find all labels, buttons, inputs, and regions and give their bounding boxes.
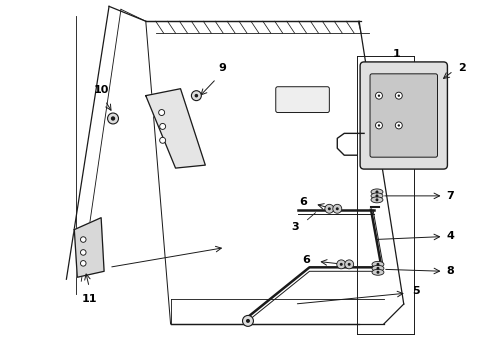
Text: 6: 6 <box>303 255 311 265</box>
Circle shape <box>337 260 346 269</box>
Circle shape <box>375 122 382 129</box>
Circle shape <box>111 116 115 121</box>
Ellipse shape <box>372 269 384 275</box>
Ellipse shape <box>372 265 384 271</box>
Circle shape <box>108 113 119 124</box>
Ellipse shape <box>372 261 384 267</box>
Circle shape <box>80 261 86 266</box>
Circle shape <box>375 190 378 193</box>
Text: 4: 4 <box>446 230 454 240</box>
Text: 9: 9 <box>218 63 226 73</box>
Circle shape <box>397 124 400 127</box>
Circle shape <box>376 271 379 274</box>
Circle shape <box>397 94 400 97</box>
Ellipse shape <box>371 193 383 199</box>
Circle shape <box>243 315 253 327</box>
Circle shape <box>246 319 250 323</box>
Text: 2: 2 <box>458 63 466 73</box>
Circle shape <box>336 207 339 210</box>
Circle shape <box>348 263 351 266</box>
Text: 1: 1 <box>393 49 401 59</box>
Circle shape <box>340 263 343 266</box>
Circle shape <box>159 109 165 116</box>
Circle shape <box>160 123 166 129</box>
Ellipse shape <box>371 189 383 195</box>
Text: 7: 7 <box>446 191 454 201</box>
Circle shape <box>395 92 402 99</box>
Circle shape <box>80 249 86 255</box>
Polygon shape <box>146 89 205 168</box>
Polygon shape <box>74 218 104 277</box>
Ellipse shape <box>371 197 383 203</box>
Circle shape <box>376 267 379 270</box>
Circle shape <box>378 124 380 127</box>
Circle shape <box>80 237 86 242</box>
Text: 10: 10 <box>94 85 109 95</box>
Circle shape <box>345 260 354 269</box>
Circle shape <box>375 194 378 197</box>
Circle shape <box>376 263 379 266</box>
Circle shape <box>375 92 382 99</box>
Circle shape <box>192 91 201 100</box>
Circle shape <box>378 94 380 97</box>
Circle shape <box>328 207 331 210</box>
Text: 3: 3 <box>292 222 299 232</box>
Circle shape <box>160 137 166 143</box>
Circle shape <box>325 204 334 213</box>
Circle shape <box>195 94 198 98</box>
FancyBboxPatch shape <box>370 74 438 157</box>
Text: 6: 6 <box>300 197 308 207</box>
Text: 5: 5 <box>412 286 419 296</box>
FancyBboxPatch shape <box>360 62 447 169</box>
Circle shape <box>395 122 402 129</box>
Text: 11: 11 <box>81 294 97 304</box>
Circle shape <box>375 198 378 201</box>
FancyBboxPatch shape <box>276 87 329 113</box>
Text: 8: 8 <box>446 266 454 276</box>
Circle shape <box>333 204 342 213</box>
